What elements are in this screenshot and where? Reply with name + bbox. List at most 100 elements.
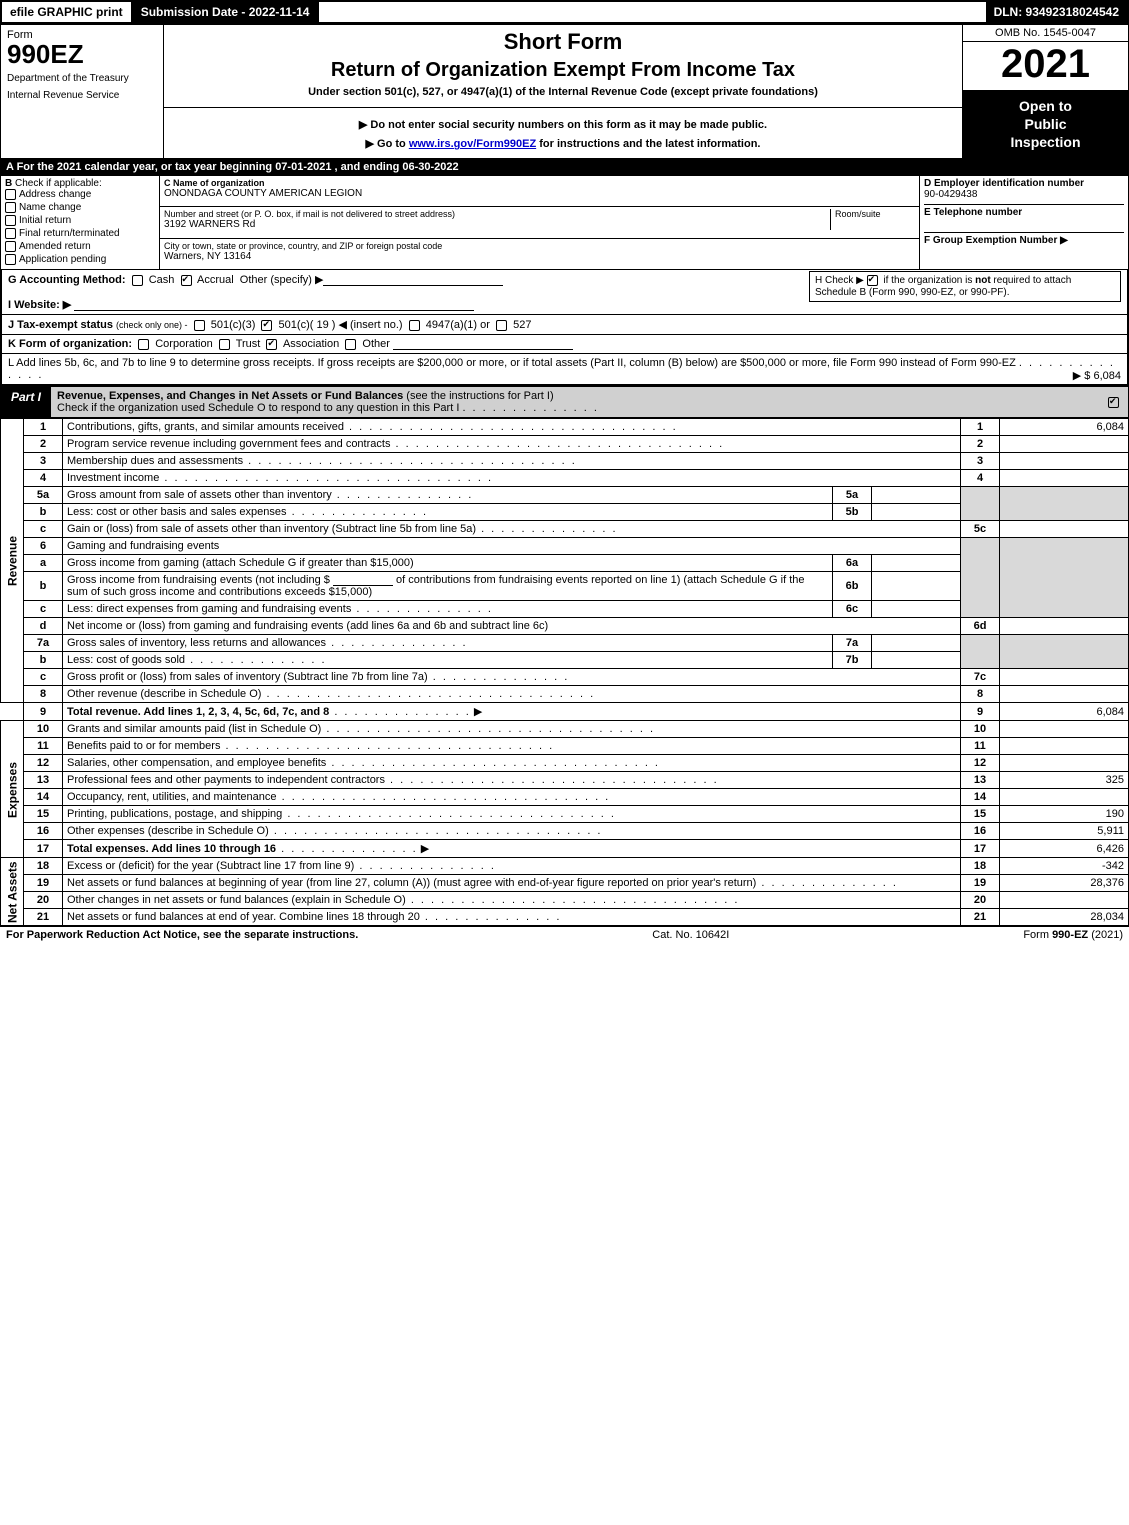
page-footer: For Paperwork Reduction Act Notice, see … [0, 926, 1129, 943]
g-other: Other (specify) ▶ [240, 274, 324, 286]
ln-9: 9 [24, 703, 63, 721]
num-1: 1 [961, 419, 1000, 436]
section-k: K Form of organization: Corporation Trus… [0, 335, 1129, 354]
shade-7v [1000, 635, 1129, 669]
check-4947[interactable] [409, 320, 420, 331]
shade-5v [1000, 487, 1129, 521]
val-6d [1000, 618, 1129, 635]
irs-link[interactable]: www.irs.gov/Form990EZ [409, 138, 536, 150]
desc-4: Investment income [63, 470, 961, 487]
check-association[interactable] [266, 339, 277, 350]
open-line2: Public [1024, 116, 1066, 132]
shade-7 [961, 635, 1000, 669]
desc-14: Occupancy, rent, utilities, and maintena… [63, 789, 961, 806]
l-amount: ▶ $ 6,084 [1073, 369, 1121, 382]
num-8: 8 [961, 686, 1000, 703]
b-letter: B [5, 178, 12, 189]
section-l: L Add lines 5b, 6c, and 7b to line 9 to … [0, 354, 1129, 386]
num-2: 2 [961, 436, 1000, 453]
check-name-change[interactable] [5, 202, 16, 213]
check-final-return[interactable] [5, 228, 16, 239]
ln-12: 12 [24, 755, 63, 772]
subval-6b [872, 572, 961, 601]
check-address-change[interactable] [5, 189, 16, 200]
val-12 [1000, 755, 1129, 772]
check-amended-return[interactable] [5, 241, 16, 252]
num-18: 18 [961, 858, 1000, 875]
footer-middle: Cat. No. 10642I [652, 929, 729, 941]
section-j: J Tax-exempt status (check only one) - 5… [0, 315, 1129, 335]
ln-6a: a [24, 555, 63, 572]
ln-13: 13 [24, 772, 63, 789]
footer-right-form: 990-EZ [1052, 929, 1088, 941]
website-blank [74, 299, 474, 311]
b-item-3: Final return/terminated [19, 228, 120, 239]
desc-5b: Less: cost or other basis and sales expe… [63, 504, 833, 521]
val-2 [1000, 436, 1129, 453]
section-h: H Check ▶ if the organization is not req… [809, 271, 1121, 301]
check-schedule-o[interactable] [1108, 397, 1119, 408]
ln-6c: c [24, 601, 63, 618]
val-5c [1000, 521, 1129, 538]
efile-label[interactable]: efile GRAPHIC print [2, 2, 133, 22]
check-h[interactable] [867, 275, 878, 286]
submission-date: Submission Date - 2022-11-14 [133, 2, 320, 22]
val-19: 28,376 [1000, 875, 1129, 892]
desc-8: Other revenue (describe in Schedule O) [63, 686, 961, 703]
check-application-pending[interactable] [5, 254, 16, 265]
check-trust[interactable] [219, 339, 230, 350]
check-527[interactable] [496, 320, 507, 331]
desc-6: Gaming and fundraising events [63, 538, 961, 555]
check-501c[interactable] [261, 320, 272, 331]
desc-7b: Less: cost of goods sold [63, 652, 833, 669]
val-14 [1000, 789, 1129, 806]
desc-19: Net assets or fund balances at beginning… [63, 875, 961, 892]
header-right: OMB No. 1545-0047 2021 Open to Public In… [963, 25, 1129, 159]
header-left: Form 990EZ Department of the Treasury In… [1, 25, 164, 159]
k-other-blank [393, 338, 573, 350]
ln-18: 18 [24, 858, 63, 875]
sub-6c: 6c [833, 601, 872, 618]
subval-6c [872, 601, 961, 618]
ln-7c: c [24, 669, 63, 686]
desc-21: Net assets or fund balances at end of ye… [63, 909, 961, 926]
main-title: Return of Organization Exempt From Incom… [170, 59, 956, 82]
section-c-city: City or town, state or province, country… [160, 238, 920, 270]
check-corporation[interactable] [138, 339, 149, 350]
sub-6a: 6a [833, 555, 872, 572]
h-text2: if the organization is [883, 276, 975, 287]
h-text1: H Check ▶ [815, 276, 864, 287]
check-initial-return[interactable] [5, 215, 16, 226]
j-note: (check only one) - [116, 320, 188, 330]
b-item-0: Address change [19, 189, 91, 200]
ln-8: 8 [24, 686, 63, 703]
footer-right: Form 990-EZ (2021) [1023, 929, 1123, 941]
desc-7c: Gross profit or (loss) from sales of inv… [63, 669, 961, 686]
part-i-header: Part I Revenue, Expenses, and Changes in… [0, 386, 1129, 418]
omb-number: OMB No. 1545-0047 [963, 25, 1128, 42]
ln-2: 2 [24, 436, 63, 453]
val-9: 6,084 [1000, 703, 1129, 721]
num-14: 14 [961, 789, 1000, 806]
g-other-blank [323, 274, 503, 286]
k-opt-1: Trust [236, 338, 261, 350]
check-other-org[interactable] [345, 339, 356, 350]
ln-17: 17 [24, 840, 63, 858]
side-revenue: Revenue [1, 419, 24, 703]
desc-12: Salaries, other compensation, and employ… [63, 755, 961, 772]
desc-6d: Net income or (loss) from gaming and fun… [63, 618, 961, 635]
org-name: ONONDAGA COUNTY AMERICAN LEGION [164, 188, 915, 199]
ln-6b: b [24, 572, 63, 601]
check-501c3[interactable] [194, 320, 205, 331]
g-cash: Cash [149, 274, 175, 286]
desc-2: Program service revenue including govern… [63, 436, 961, 453]
num-3: 3 [961, 453, 1000, 470]
instr-goto-pre: ▶ Go to [366, 138, 409, 150]
l-text: L Add lines 5b, 6c, and 7b to line 9 to … [8, 357, 1016, 369]
check-accrual[interactable] [181, 275, 192, 286]
desc-5c: Gain or (loss) from sale of assets other… [63, 521, 961, 538]
check-cash[interactable] [132, 275, 143, 286]
desc-6b-1: Gross income from fundraising events (no… [67, 574, 330, 586]
val-1: 6,084 [1000, 419, 1129, 436]
val-10 [1000, 721, 1129, 738]
